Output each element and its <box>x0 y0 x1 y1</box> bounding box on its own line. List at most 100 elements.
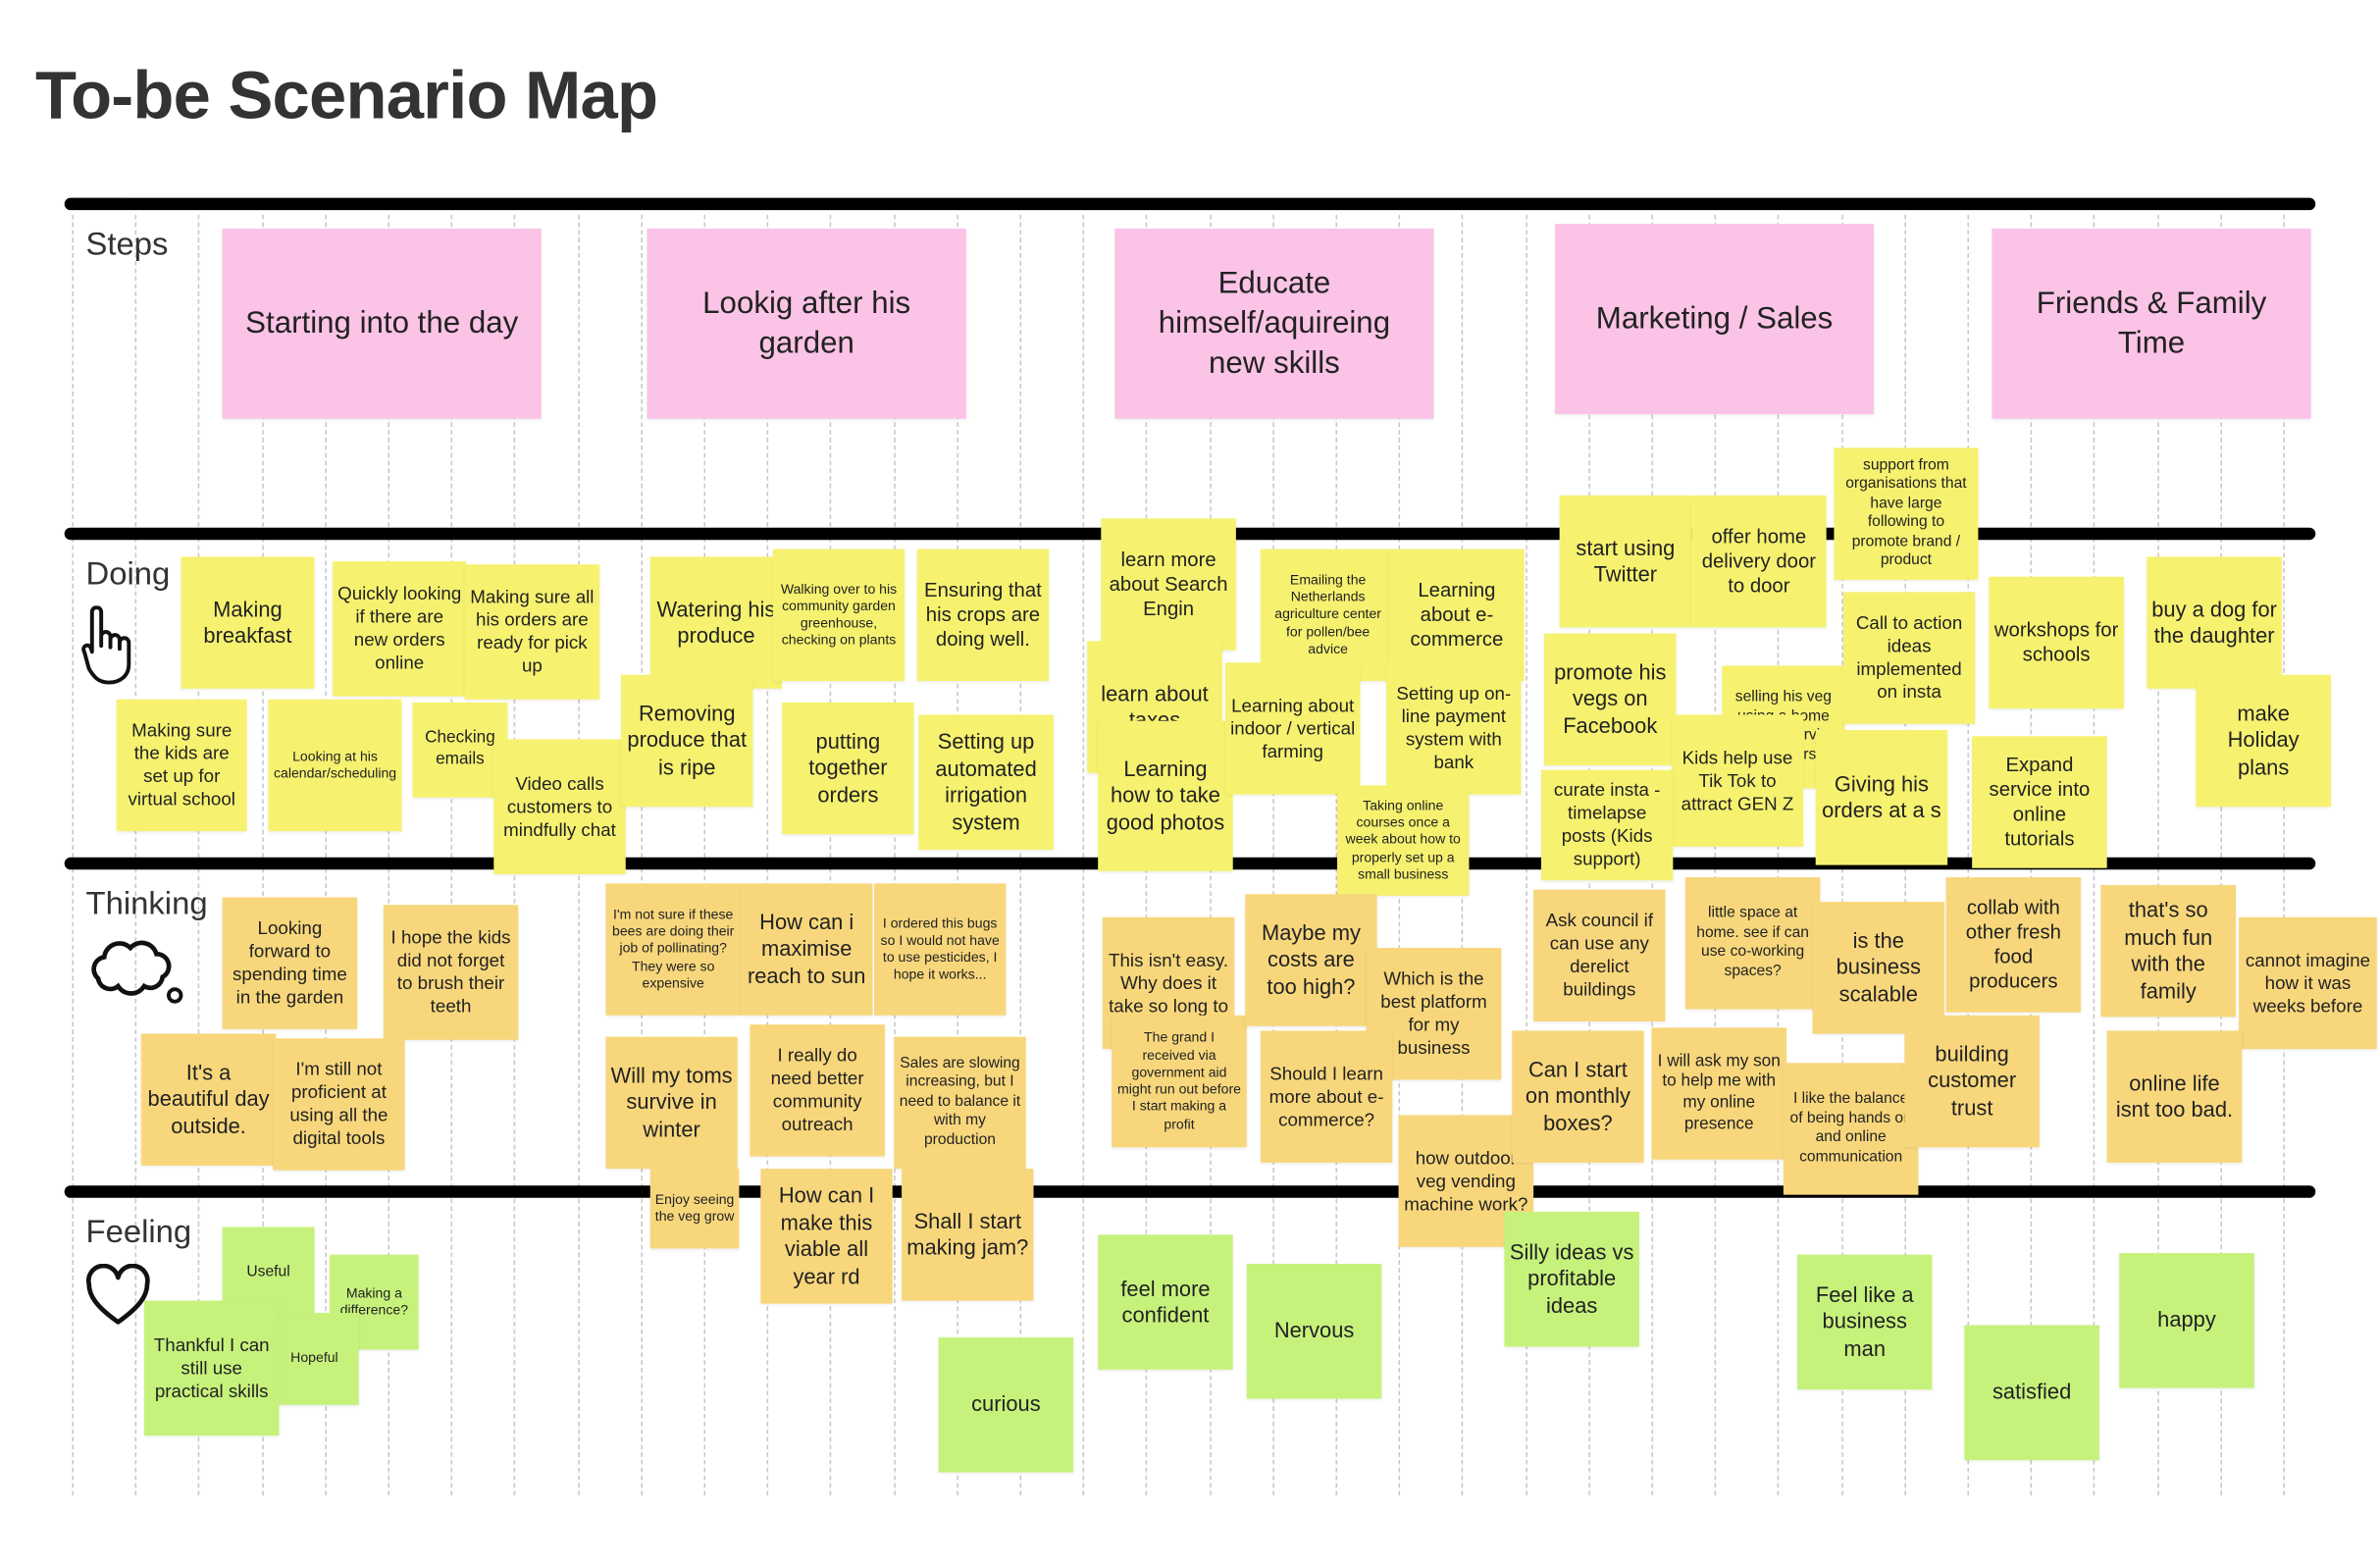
grid-line <box>134 214 137 1496</box>
sticky-note: Nervous <box>1246 1263 1382 1399</box>
grid-line <box>2156 214 2159 1496</box>
step-card: Friends & Family Time <box>1992 228 2311 419</box>
sticky-note: cannot imagine how it was weeks before <box>2239 916 2377 1050</box>
sticky-note: curious <box>938 1337 1074 1473</box>
grid-line <box>1082 214 1085 1496</box>
sticky-note: It's a beautiful day outside. <box>140 1033 277 1166</box>
grid-line <box>261 214 264 1496</box>
grid-line <box>766 214 769 1496</box>
sticky-note: make Holiday plans <box>2196 674 2331 808</box>
sticky-note: Hopeful <box>270 1313 359 1405</box>
sticky-note: workshops for schools <box>1989 576 2124 709</box>
heart-icon <box>86 1263 150 1325</box>
sticky-note: that's so much fun with the family <box>2100 884 2236 1018</box>
sticky-note: Setting up automated irrigation system <box>918 714 1054 850</box>
grid-line <box>198 214 200 1496</box>
sticky-note: Kids help use Tik Tok to attract GEN Z <box>1671 714 1804 847</box>
sticky-note: Making sure the kids are set up for virt… <box>116 699 247 832</box>
sticky-note: How can i maximise reach to sun <box>740 883 873 1016</box>
grid-line <box>1967 214 1970 1496</box>
sticky-note: Walking over to his community garden gre… <box>772 548 905 682</box>
sticky-note: offer home delivery door to door <box>1691 495 1827 628</box>
hand-icon <box>81 605 131 685</box>
sticky-note: Shall I start making jam? <box>902 1169 1034 1301</box>
sticky-note: promote his vegs on Facebook <box>1544 633 1677 765</box>
grid-line <box>1714 214 1717 1496</box>
sticky-note: I ordered this bugs so I would not have … <box>873 883 1007 1016</box>
grid-line <box>2283 214 2286 1496</box>
lane-label: Doing <box>85 556 171 593</box>
sticky-note: Video calls customers to mindfully chat <box>493 739 626 874</box>
sticky-note: Learning how to take good photos <box>1098 720 1233 871</box>
sticky-note: satisfied <box>1964 1325 2099 1461</box>
sticky-note: feel more confident <box>1098 1234 1233 1370</box>
sticky-note: The grand I received via government aid … <box>1112 1015 1247 1148</box>
sticky-note: Thankful I can still use practical skill… <box>143 1300 280 1436</box>
title: To-be Scenario Map <box>34 58 658 133</box>
grid-line <box>72 214 75 1496</box>
lane-label: Thinking <box>85 886 208 922</box>
sticky-note: Can I start on monthly boxes? <box>1512 1030 1644 1163</box>
sticky-note: is the business scalable <box>1812 902 1945 1034</box>
grid-line <box>1019 214 1022 1496</box>
sticky-note: I'm not sure if these bees are doing the… <box>605 883 741 1016</box>
sticky-note: I will ask my son to help me with my onl… <box>1651 1027 1787 1160</box>
sticky-note: Learning about indoor / vertical farming <box>1224 662 1361 795</box>
sticky-note: support from organisations that have lar… <box>1834 447 1979 580</box>
sticky-note: Maybe my costs are too high? <box>1245 894 1377 1026</box>
sticky-note: Ask council if can use any derelict buil… <box>1533 889 1666 1022</box>
sticky-note: Taking online courses once a week about … <box>1337 785 1470 896</box>
lane-divider <box>64 1185 2316 1198</box>
step-card: Educate himself/aquireing new skills <box>1114 228 1434 419</box>
sticky-note: Sales are slowing increasing, but I need… <box>894 1036 1026 1170</box>
sticky-note: Setting up on-line payment system with b… <box>1386 662 1522 795</box>
grid-line <box>325 214 327 1496</box>
sticky-note: I really do need better community outrea… <box>750 1024 885 1157</box>
sticky-note: learn more about Search Engin <box>1101 518 1236 651</box>
sticky-note: Call to action ideas implemented on inst… <box>1842 592 1976 724</box>
sticky-note: little space at home. see if can use co-… <box>1684 877 1821 1010</box>
lane-divider <box>64 197 2316 211</box>
sticky-note: start using Twitter <box>1559 495 1692 628</box>
sticky-note: How can I make this viable all year rd <box>760 1169 893 1304</box>
sticky-note: buy a dog for the daughter <box>2147 556 2282 689</box>
sticky-note: Feel like a business man <box>1796 1254 1933 1390</box>
lane-label: Steps <box>85 227 169 263</box>
grid-line <box>450 214 453 1496</box>
sticky-note: Checking emails <box>412 702 508 798</box>
sticky-note: Expand service into online tutorials <box>1972 736 2107 868</box>
sticky-note: collab with other fresh food producers <box>1945 877 2082 1013</box>
sticky-note: I hope the kids did not forget to brush … <box>383 905 519 1040</box>
sticky-note: Looking at his calendar/scheduling <box>268 699 402 832</box>
step-card: Marketing / Sales <box>1554 224 1875 415</box>
sticky-note: Quickly looking if there are new orders … <box>333 561 467 697</box>
grid-line <box>893 214 896 1496</box>
sticky-note: Giving his orders at a s <box>1815 730 1948 865</box>
sticky-note: Should I learn more about e-commerce? <box>1260 1030 1393 1163</box>
grid-line <box>2220 214 2222 1496</box>
sticky-note: Making breakfast <box>181 556 315 689</box>
sticky-note: curate insta - timelapse posts (Kids sup… <box>1540 769 1674 881</box>
grid-line <box>830 214 832 1496</box>
sticky-note: putting together orders <box>782 702 914 835</box>
sticky-note: building customer trust <box>1904 1015 2040 1148</box>
grid-line <box>1778 214 1780 1496</box>
grid-line <box>1335 214 1338 1496</box>
cloud-icon <box>91 940 183 1004</box>
grid-line <box>388 214 390 1496</box>
sticky-note: I like the balance of being hands on and… <box>1783 1063 1919 1195</box>
sticky-note: Will my toms survive in winter <box>605 1036 738 1170</box>
grid-line <box>1272 214 1274 1496</box>
sticky-note: Enjoy seeing the veg grow <box>649 1169 740 1249</box>
sticky-note: online life isnt too bad. <box>2106 1030 2243 1163</box>
sticky-note: happy <box>2119 1253 2254 1388</box>
sticky-note: Watering his produce <box>649 556 783 689</box>
step-card: Lookig after his garden <box>647 228 966 419</box>
sticky-note: Learning about e-commerce <box>1389 548 1525 682</box>
grid-line <box>1525 214 1527 1496</box>
grid-line <box>957 214 958 1496</box>
sticky-note: Removing produce that is ripe <box>621 674 753 808</box>
sticky-note: Silly ideas vs profitable ideas <box>1504 1211 1639 1347</box>
